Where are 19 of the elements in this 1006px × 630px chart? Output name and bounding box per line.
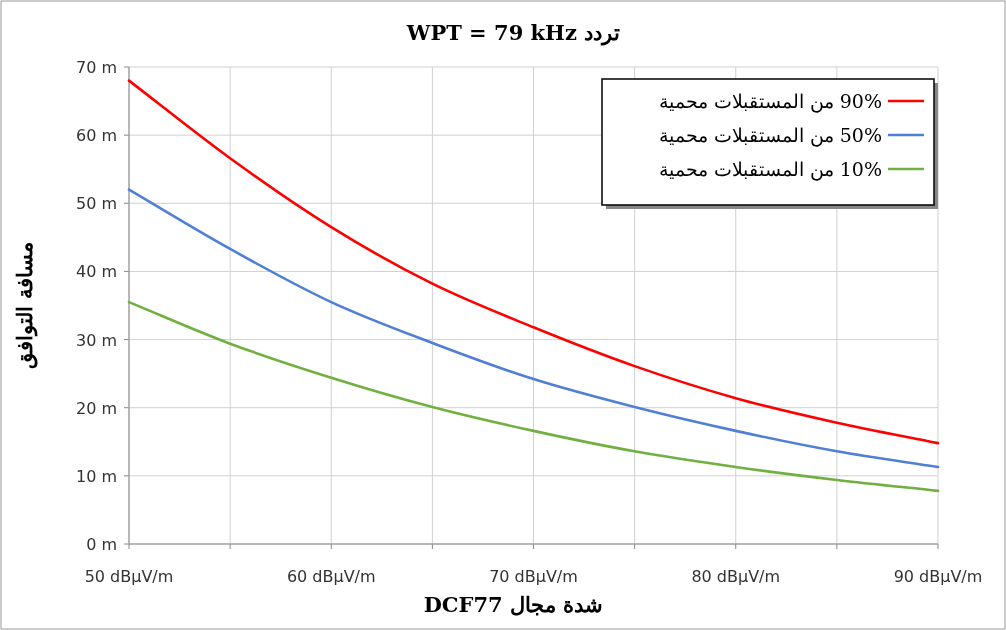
y-tick-label: 60 m xyxy=(75,126,117,146)
legend-label: 90% من المستقبلات محمية xyxy=(658,90,882,113)
legend-label: 10% من المستقبلات محمية xyxy=(658,158,882,181)
y-axis-title: مسافة التوافق xyxy=(12,241,38,370)
y-tick-label: 30 m xyxy=(75,330,117,350)
chart-title: تردد WPT = 79 kHz xyxy=(405,20,621,46)
y-tick-label: 70 m xyxy=(75,58,117,77)
y-tick-label: 10 m xyxy=(75,466,117,486)
y-tick-label: 20 m xyxy=(75,398,117,418)
y-tick-label: 40 m xyxy=(75,262,117,282)
x-tick-label: 90 dBµV/m xyxy=(893,567,983,586)
x-tick-label: 80 dBµV/m xyxy=(691,567,781,586)
y-tick-label: 0 m xyxy=(86,535,117,554)
y-tick-label: 50 m xyxy=(75,194,117,214)
x-axis-title: شدة مجال DCF77 xyxy=(423,592,604,617)
x-tick-label: 70 dBµV/m xyxy=(489,567,578,586)
legend-label: 50% من المستقبلات محمية xyxy=(658,124,882,147)
x-tick-label: 60 dBµV/m xyxy=(286,567,376,586)
x-tick-label: 50 dBµV/m xyxy=(84,567,174,586)
